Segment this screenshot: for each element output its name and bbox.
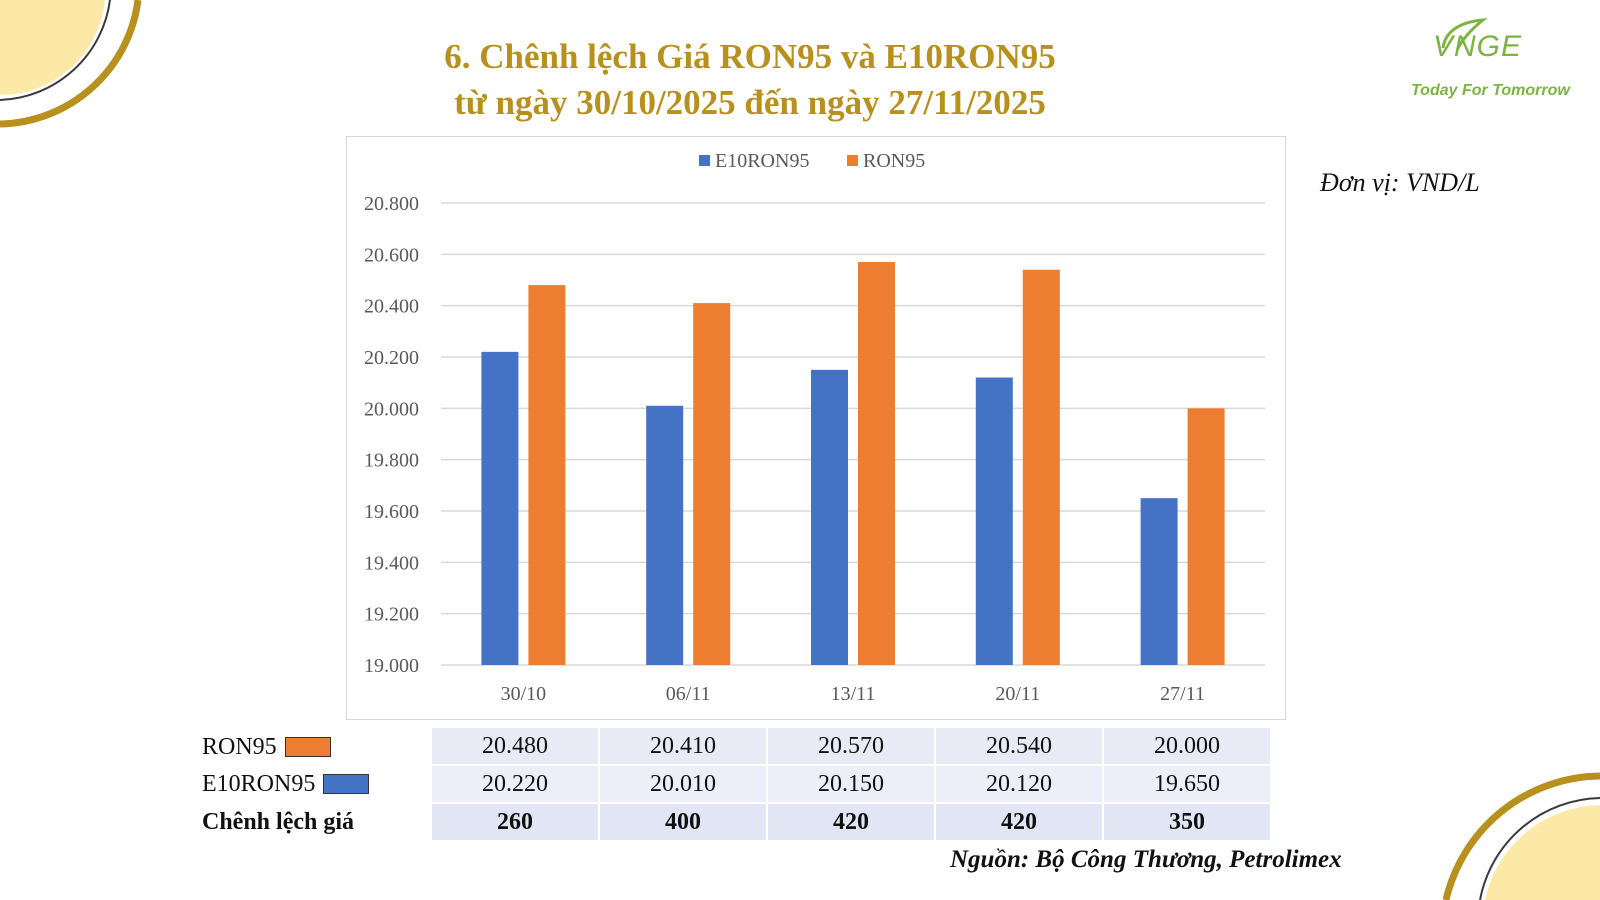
chart-frame: 19.000 19.200 19.400 19.600 19.800 20.000 20.2… xyxy=(346,136,1286,720)
corner-decoration-top-left xyxy=(0,0,142,128)
table-cell: 20.480 xyxy=(430,728,599,765)
table-cell: 20.120 xyxy=(934,764,1103,803)
source-note: Nguồn: Bộ Công Thương, Petrolimex xyxy=(950,846,1342,873)
bar-chart: 19.000 19.200 19.400 19.600 19.800 20.000 20.2… xyxy=(364,150,1265,705)
bar-e10ron95-20-11 xyxy=(975,377,1013,665)
x-tick-label: 06/11 xyxy=(666,683,711,705)
table-cell: 350 xyxy=(1102,802,1270,840)
row-label: E10RON95 xyxy=(202,765,431,803)
y-tick-label: 20.800 xyxy=(364,193,419,215)
table-cell: 20.220 xyxy=(430,764,599,803)
table-cell: 420 xyxy=(766,802,935,840)
bar-ron95-13-11 xyxy=(858,262,895,665)
y-tick-label: 20.600 xyxy=(364,244,419,266)
bar-e10ron95-27-11 xyxy=(1140,498,1178,665)
y-tick-label: 19.000 xyxy=(364,655,419,677)
x-tick-label: 13/11 xyxy=(831,683,876,705)
row-label-text: E10RON95 xyxy=(202,770,316,797)
corner-decoration-bottom-right xyxy=(1442,772,1600,900)
y-tick-label: 20.400 xyxy=(364,296,419,318)
y-tick-label: 19.600 xyxy=(364,501,419,523)
table-cell: 420 xyxy=(934,802,1103,840)
table-cell: 20.000 xyxy=(1102,728,1270,765)
data-table: RON95 20.480 20.410 20.570 20.540 20.000 E10RO… xyxy=(202,728,1270,840)
bar-e10ron95-30-10 xyxy=(481,351,519,665)
page-title: 6. Chênh lệch Giá RON95 và E10RON95 từ n… xyxy=(300,34,1200,126)
legend-label-ron95: RON95 xyxy=(863,150,925,172)
x-tick-label: 27/11 xyxy=(1160,683,1205,705)
bar-ron95-20-11 xyxy=(1022,269,1060,665)
y-tick-label: 20.000 xyxy=(364,398,419,420)
x-tick-label: 30/10 xyxy=(501,683,547,705)
table-cell: 400 xyxy=(598,802,767,840)
table-cell: 20.540 xyxy=(934,728,1103,765)
legend-swatch xyxy=(284,736,331,757)
table-cell: 20.410 xyxy=(598,728,767,765)
company-logo: VNGE Today For Tomorrow xyxy=(1395,18,1585,108)
y-tick-label: 19.800 xyxy=(364,450,419,472)
bar-e10ron95-13-11 xyxy=(811,369,848,665)
bar-ron95-06-11 xyxy=(693,303,731,665)
table-row: Chênh lệch giá 260 400 420 420 350 xyxy=(202,802,1270,840)
table-row: RON95 20.480 20.410 20.570 20.540 20.000 xyxy=(202,728,1270,765)
table-row: E10RON95 20.220 20.010 20.150 20.120 19.650 xyxy=(202,764,1270,803)
bar-e10ron95-06-11 xyxy=(646,405,684,665)
row-label: RON95 xyxy=(202,728,431,765)
legend-swatch-e10ron95 xyxy=(699,155,710,166)
y-tick-label: 19.400 xyxy=(364,552,419,574)
table-cell: 20.010 xyxy=(598,764,767,803)
bar-ron95-30-10 xyxy=(528,285,566,665)
table-cell: 20.570 xyxy=(766,728,935,765)
row-label-text: Chênh lệch giá xyxy=(202,808,355,835)
table-cell: 20.150 xyxy=(766,764,935,803)
legend-swatch-ron95 xyxy=(847,155,858,166)
y-tick-label: 19.200 xyxy=(364,604,419,626)
legend-swatch xyxy=(323,774,370,795)
row-label-text: RON95 xyxy=(202,733,277,760)
bar-ron95-27-11 xyxy=(1187,408,1225,665)
logo-mark: VNGE xyxy=(1433,30,1523,63)
row-label: Chênh lệch giá xyxy=(202,803,431,840)
title-line-2: từ ngày 30/10/2025 đến ngày 27/11/2025 xyxy=(454,83,1046,122)
unit-label: Đơn vị: VND/L xyxy=(1320,168,1480,197)
table-cell: 19.650 xyxy=(1102,764,1270,803)
logo-tagline: Today For Tomorrow xyxy=(1411,82,1570,99)
title-line-1: 6. Chênh lệch Giá RON95 và E10RON95 xyxy=(444,37,1056,76)
x-tick-label: 20/11 xyxy=(995,683,1040,705)
table-cell: 260 xyxy=(430,802,599,840)
leaf-icon xyxy=(1441,18,1488,51)
y-tick-label: 20.200 xyxy=(364,347,419,369)
legend-label-e10ron95: E10RON95 xyxy=(715,150,809,172)
